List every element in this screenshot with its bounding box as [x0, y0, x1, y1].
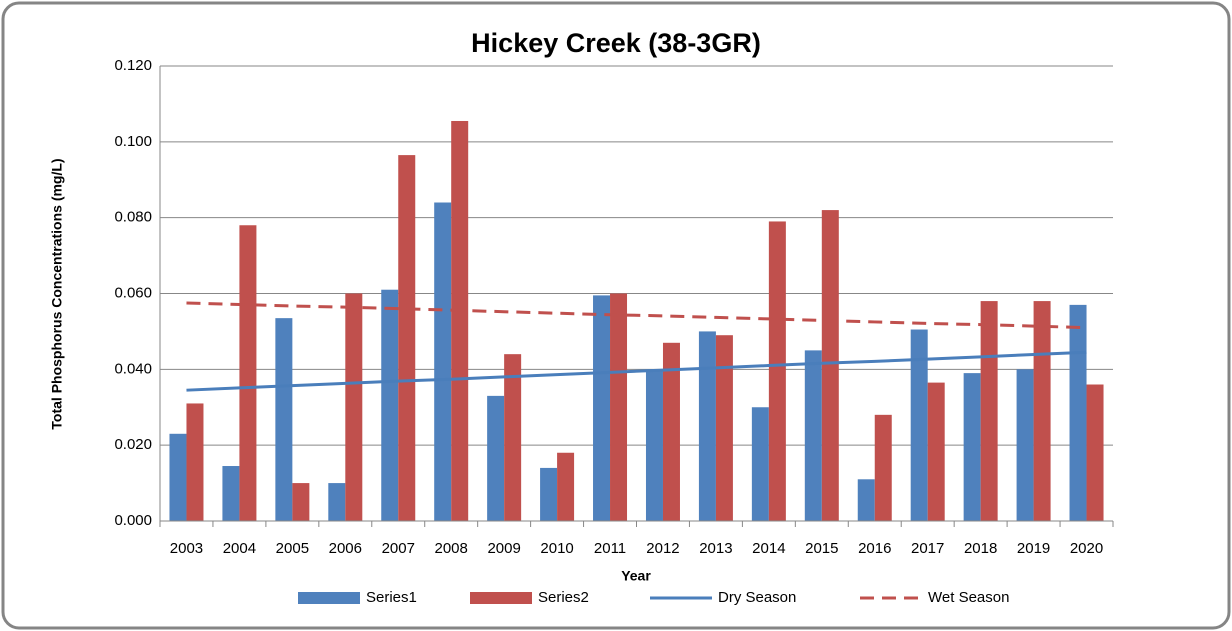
bar [381, 289, 399, 521]
x-tick-label: 2017 [911, 540, 944, 557]
x-tick-label: 2007 [382, 540, 415, 557]
x-tick-label: 2012 [646, 540, 679, 557]
bar [662, 342, 680, 521]
x-tick-label: 2005 [276, 540, 309, 557]
x-tick-label: 2011 [594, 540, 626, 557]
bar [292, 483, 310, 521]
bar [751, 407, 769, 521]
bar [610, 293, 628, 521]
trend-line [186, 301, 1087, 330]
x-tick-label: 2009 [487, 540, 520, 557]
bar [857, 479, 875, 521]
bar [434, 202, 452, 521]
x-tick-label: 2018 [964, 540, 997, 557]
bar [910, 329, 928, 521]
x-tick-label: 2020 [1070, 540, 1103, 557]
bar [239, 225, 257, 521]
x-tick-label: 2019 [1017, 540, 1050, 557]
x-tick-label: 2004 [223, 540, 256, 557]
bar [593, 295, 611, 521]
x-tick-label: 2003 [170, 540, 203, 557]
x-tick-label: 2010 [540, 540, 573, 557]
bar [645, 369, 663, 521]
chart-title: Hickey Creek (38-3GR) [471, 28, 761, 58]
bar [804, 350, 822, 521]
x-tick-label: 2008 [435, 540, 468, 557]
bar [540, 467, 558, 521]
y-tick-label: 0.060 [114, 284, 152, 301]
legend-label: Series2 [538, 589, 589, 606]
x-axis-label: Year [621, 568, 651, 584]
bar [1033, 301, 1051, 521]
bar [963, 373, 981, 521]
bar [398, 155, 416, 521]
bar [275, 318, 293, 521]
bar [222, 466, 240, 521]
bar [1069, 304, 1087, 521]
bar [451, 120, 469, 522]
legend-swatch [298, 592, 360, 604]
x-tick-label: 2016 [858, 540, 891, 557]
legend-label: Series1 [366, 589, 417, 606]
y-tick-label: 0.120 [114, 57, 152, 74]
x-tick-label: 2014 [752, 540, 785, 557]
y-axis-label: Total Phosphorus Concentrations (mg/L) [49, 158, 65, 429]
legend-swatch [470, 592, 532, 604]
x-tick-label: 2013 [699, 540, 732, 557]
x-tick-label: 2015 [805, 540, 838, 557]
trend-line [186, 350, 1087, 392]
legend-label: Dry Season [718, 589, 796, 606]
bar [487, 395, 505, 521]
bar [821, 210, 839, 522]
bar [927, 382, 945, 521]
bar [504, 354, 522, 521]
y-tick-label: 0.000 [114, 512, 152, 529]
bar [345, 293, 363, 521]
bar [557, 452, 575, 521]
x-tick-label: 2006 [329, 540, 362, 557]
bar [328, 483, 346, 521]
bar [768, 221, 786, 522]
bar [980, 301, 998, 521]
legend-label: Wet Season [928, 589, 1009, 606]
bar [715, 335, 733, 521]
bar [1016, 369, 1034, 521]
bar [874, 414, 892, 521]
y-tick-label: 0.040 [114, 360, 152, 377]
bar [1086, 384, 1104, 521]
y-tick-label: 0.100 [114, 133, 152, 150]
y-tick-label: 0.080 [114, 209, 152, 226]
bar [186, 403, 204, 521]
y-tick-label: 0.020 [114, 436, 152, 453]
bar [169, 433, 187, 521]
bar [698, 331, 716, 521]
